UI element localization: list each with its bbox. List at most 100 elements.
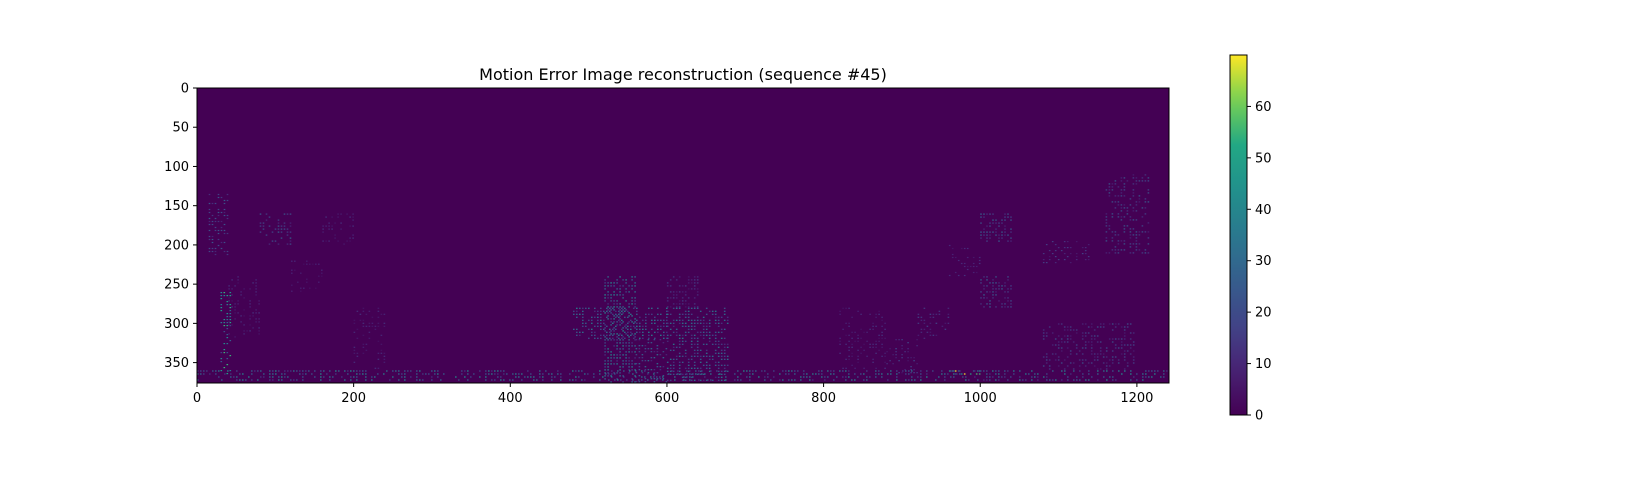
heatmap-cell bbox=[422, 373, 424, 375]
heatmap-cell bbox=[600, 310, 602, 312]
heatmap-cell bbox=[377, 325, 380, 327]
heatmap-cell bbox=[669, 364, 672, 366]
heatmap-cell bbox=[607, 294, 609, 296]
heatmap-cell bbox=[1129, 338, 1132, 340]
heatmap-cell bbox=[675, 328, 678, 330]
heatmap-cell bbox=[725, 370, 727, 372]
heatmap-cell bbox=[913, 357, 915, 359]
heatmap-cell bbox=[631, 276, 633, 278]
heatmap-cell bbox=[980, 222, 982, 224]
x-tick-label: 800 bbox=[811, 391, 836, 406]
heatmap-cell bbox=[1144, 198, 1147, 200]
heatmap-region bbox=[666, 276, 699, 308]
heatmap-cell bbox=[630, 313, 632, 315]
heatmap-cell bbox=[954, 373, 957, 375]
heatmap-cell bbox=[1051, 353, 1054, 355]
heatmap-cell bbox=[681, 297, 684, 299]
heatmap-cell bbox=[1120, 204, 1123, 206]
heatmap-cell bbox=[1066, 326, 1069, 328]
heatmap-cell bbox=[857, 310, 859, 312]
heatmap-cell bbox=[383, 358, 386, 360]
heatmap-cell bbox=[628, 369, 630, 371]
heatmap-cell bbox=[1019, 379, 1021, 381]
heatmap-cell bbox=[702, 316, 705, 318]
heatmap-cell bbox=[638, 351, 641, 353]
heatmap-cell bbox=[654, 322, 656, 324]
heatmap-cell bbox=[723, 310, 726, 312]
heatmap-cell bbox=[622, 336, 624, 338]
heatmap-cell bbox=[416, 376, 418, 378]
heatmap-cell bbox=[305, 370, 307, 372]
heatmap-cell bbox=[593, 373, 595, 375]
heatmap-cell bbox=[289, 237, 292, 239]
heatmap-cell bbox=[851, 316, 853, 318]
heatmap-cell bbox=[594, 337, 596, 339]
heatmap-cell bbox=[938, 310, 941, 312]
heatmap-cell bbox=[1132, 243, 1135, 245]
heatmap-cell bbox=[944, 322, 947, 324]
heatmap-cell bbox=[622, 375, 624, 377]
heatmap-cell bbox=[1123, 326, 1126, 328]
heatmap-cell bbox=[833, 373, 835, 375]
heatmap-cell bbox=[1048, 359, 1051, 361]
heatmap-cell bbox=[628, 285, 630, 287]
heatmap-cell bbox=[830, 373, 832, 375]
heatmap-cell bbox=[749, 370, 751, 372]
heatmap-cell bbox=[633, 307, 635, 309]
heatmap-cell bbox=[907, 342, 909, 344]
heatmap-cell bbox=[920, 370, 922, 372]
colorbar-tick-label: 60 bbox=[1255, 100, 1272, 115]
heatmap-cell bbox=[887, 373, 889, 375]
heatmap-cell bbox=[1070, 373, 1072, 375]
heatmap-cell bbox=[485, 379, 487, 381]
heatmap-cell bbox=[619, 342, 621, 344]
heatmap-cell bbox=[431, 376, 433, 378]
heatmap-cell bbox=[920, 373, 922, 375]
heatmap-cell bbox=[669, 379, 672, 381]
heatmap-cell bbox=[690, 334, 693, 336]
heatmap-cell bbox=[1072, 341, 1075, 343]
heatmap-cell bbox=[289, 225, 292, 227]
heatmap-cell bbox=[642, 328, 644, 330]
heatmap-cell bbox=[223, 232, 226, 235]
heatmap-cell bbox=[1075, 329, 1078, 331]
heatmap-cell bbox=[280, 237, 283, 239]
heatmap-cell bbox=[1057, 365, 1060, 367]
heatmap-cell bbox=[1075, 256, 1078, 258]
heatmap-cell bbox=[705, 367, 708, 369]
heatmap-cell bbox=[969, 265, 972, 268]
heatmap-cell bbox=[604, 345, 606, 347]
heatmap-cell bbox=[1013, 373, 1015, 375]
heatmap-cell bbox=[365, 349, 368, 351]
heatmap-cell bbox=[714, 313, 717, 315]
heatmap-cell bbox=[630, 325, 632, 327]
heatmap-cell bbox=[702, 373, 705, 375]
heatmap-cell bbox=[226, 322, 229, 324]
heatmap-cell bbox=[687, 358, 690, 360]
heatmap-cell bbox=[1010, 240, 1012, 242]
heatmap-cell bbox=[699, 367, 702, 369]
heatmap-cell bbox=[208, 202, 211, 205]
heatmap-cell bbox=[989, 213, 991, 215]
heatmap-cell bbox=[533, 376, 535, 378]
heatmap-cell bbox=[272, 373, 274, 375]
heatmap-cell bbox=[371, 379, 373, 381]
heatmap-cell bbox=[631, 315, 633, 317]
heatmap-cell bbox=[289, 240, 292, 242]
heatmap-cell bbox=[1063, 329, 1066, 331]
heatmap-cell bbox=[606, 337, 608, 339]
heatmap-cell bbox=[1090, 335, 1093, 337]
heatmap-cell bbox=[1037, 373, 1039, 375]
heatmap-cell bbox=[693, 319, 696, 321]
heatmap-cell bbox=[458, 379, 460, 381]
heatmap-cell bbox=[708, 334, 711, 336]
heatmap-cell bbox=[254, 370, 256, 372]
heatmap-cell bbox=[631, 297, 633, 299]
heatmap-cell bbox=[1093, 359, 1096, 361]
heatmap-cell bbox=[656, 354, 659, 356]
heatmap-cell bbox=[851, 379, 853, 381]
heatmap-cell bbox=[321, 269, 323, 271]
heatmap-cell bbox=[606, 316, 608, 318]
heatmap-cell bbox=[631, 366, 633, 368]
heatmap-cell bbox=[678, 319, 681, 321]
